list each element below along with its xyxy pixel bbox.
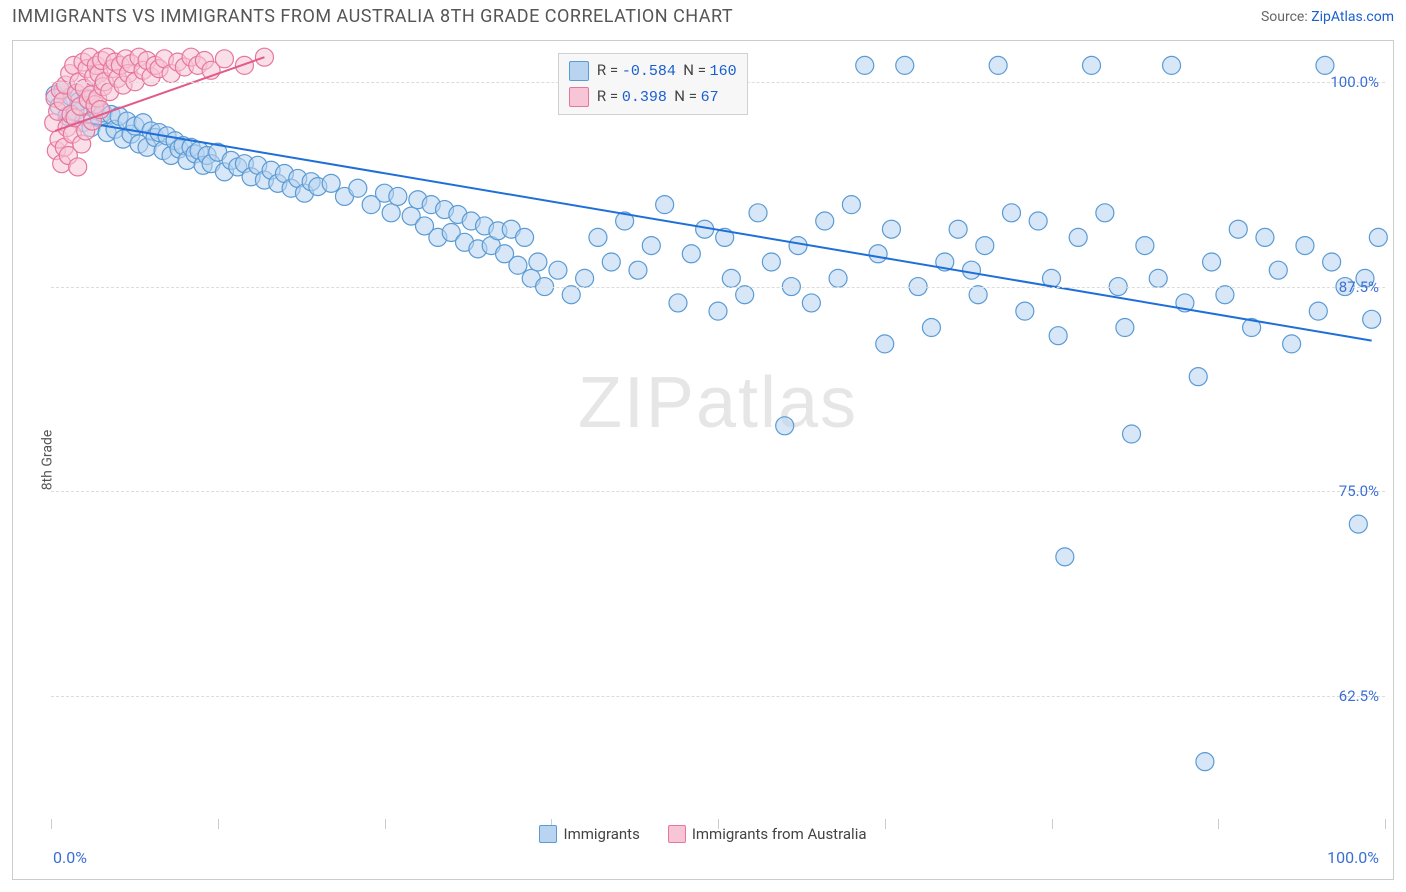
data-point: [896, 56, 914, 74]
data-point: [1203, 253, 1221, 271]
data-point: [736, 286, 754, 304]
scatter-svg: [51, 49, 1385, 819]
data-point: [1216, 286, 1234, 304]
data-point: [235, 56, 253, 74]
data-point: [1309, 302, 1327, 320]
data-point: [1229, 220, 1247, 238]
data-point: [509, 256, 527, 274]
data-point: [922, 319, 940, 337]
legend-item: Immigrants: [539, 825, 639, 843]
data-point: [1349, 515, 1367, 533]
data-point: [1316, 56, 1334, 74]
data-point: [829, 269, 847, 287]
legend-label: Immigrants from Australia: [692, 825, 867, 843]
data-point: [722, 269, 740, 287]
legend-label: Immigrants: [563, 825, 639, 843]
legend-swatch: [668, 825, 686, 843]
data-point: [802, 294, 820, 312]
data-point: [989, 56, 1007, 74]
x-axis-max-label: 100.0%: [1327, 848, 1379, 867]
data-point: [876, 335, 894, 353]
y-tick-label: 100.0%: [1330, 73, 1379, 91]
bottom-legend: Immigrants Immigrants from Australia: [13, 825, 1393, 847]
data-point: [1002, 204, 1020, 222]
plot-area: ZIPatlas 62.5%75.0%87.5%100.0% R = -0.58…: [51, 49, 1385, 819]
data-point: [842, 196, 860, 214]
data-point: [69, 158, 87, 176]
stat-row: R = -0.584 N = 160: [569, 58, 737, 84]
data-point: [1189, 368, 1207, 386]
legend-swatch: [539, 825, 557, 843]
data-point: [816, 212, 834, 230]
data-point: [629, 261, 647, 279]
data-point: [1136, 237, 1154, 255]
data-point: [709, 302, 727, 320]
data-point: [549, 261, 567, 279]
data-point: [1029, 212, 1047, 230]
x-axis-min-label: 0.0%: [53, 848, 87, 867]
data-point: [576, 269, 594, 287]
data-point: [949, 220, 967, 238]
data-point: [656, 196, 674, 214]
legend-item: Immigrants from Australia: [668, 825, 867, 843]
data-point: [516, 228, 534, 246]
stat-text: R = 0.398 N = 67: [597, 84, 719, 110]
data-point: [322, 174, 340, 192]
data-point: [1196, 753, 1214, 771]
gridline: [51, 287, 1385, 288]
data-point: [1016, 302, 1034, 320]
data-point: [682, 245, 700, 263]
data-point: [1256, 228, 1274, 246]
y-tick-label: 87.5%: [1339, 278, 1379, 296]
data-point: [776, 417, 794, 435]
y-tick-label: 62.5%: [1339, 687, 1379, 705]
data-point: [529, 253, 547, 271]
y-tick-label: 75.0%: [1339, 482, 1379, 500]
data-point: [1323, 253, 1341, 271]
stat-row: R = 0.398 N = 67: [569, 84, 737, 110]
data-point: [349, 179, 367, 197]
data-point: [1049, 327, 1067, 345]
data-point: [869, 245, 887, 263]
data-point: [789, 237, 807, 255]
legend-swatch: [569, 87, 589, 107]
data-point: [1069, 228, 1087, 246]
data-point: [1269, 261, 1287, 279]
data-point: [389, 187, 407, 205]
data-point: [1363, 310, 1381, 328]
data-point: [642, 237, 660, 255]
data-point: [1369, 228, 1387, 246]
data-point: [1083, 56, 1101, 74]
data-point: [1163, 56, 1181, 74]
data-point: [1123, 425, 1141, 443]
data-point: [669, 294, 687, 312]
data-point: [856, 56, 874, 74]
data-point: [215, 50, 233, 68]
data-point: [969, 286, 987, 304]
data-point: [749, 204, 767, 222]
chart-container: 8th Grade ZIPatlas 62.5%75.0%87.5%100.0%…: [12, 40, 1394, 880]
correlation-stats-box: R = -0.584 N = 160R = 0.398 N = 67: [558, 53, 748, 115]
data-point: [1056, 548, 1074, 566]
source-label: Source: ZipAtlas.com: [1261, 9, 1394, 25]
data-point: [976, 237, 994, 255]
data-point: [1096, 204, 1114, 222]
chart-title: IMMIGRANTS VS IMMIGRANTS FROM AUSTRALIA …: [12, 6, 733, 27]
data-point: [1296, 237, 1314, 255]
data-point: [589, 228, 607, 246]
data-point: [882, 220, 900, 238]
data-point: [1283, 335, 1301, 353]
data-point: [762, 253, 780, 271]
data-point: [1116, 319, 1134, 337]
data-point: [962, 261, 980, 279]
source-link[interactable]: ZipAtlas.com: [1311, 9, 1394, 25]
gridline: [51, 696, 1385, 697]
stat-text: R = -0.584 N = 160: [597, 58, 737, 84]
data-point: [562, 286, 580, 304]
data-point: [382, 204, 400, 222]
gridline: [51, 491, 1385, 492]
data-point: [602, 253, 620, 271]
data-point: [1149, 269, 1167, 287]
legend-swatch: [569, 61, 589, 81]
